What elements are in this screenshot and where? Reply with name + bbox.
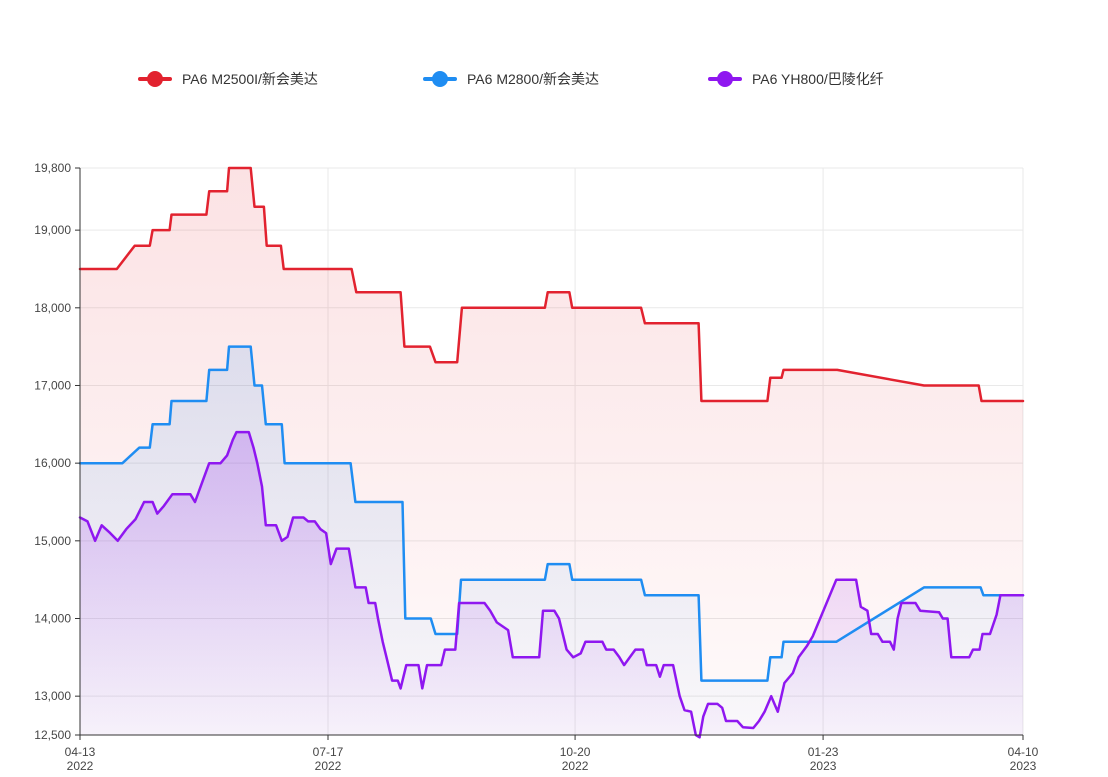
legend-item-pa6-m2800[interactable]: PA6 M2800/新会美达 [423, 70, 599, 88]
series-line-0[interactable] [78, 166, 1025, 403]
series-area-2 [80, 432, 1023, 738]
y-tick-label: 17,000 [34, 378, 71, 392]
y-tick-label: 12,500 [34, 728, 71, 742]
legend-item-label: PA6 M2800/新会美达 [467, 71, 600, 87]
y-tick-label: 16,000 [34, 456, 71, 470]
x-tick-label: 07-17 [313, 745, 344, 759]
x-tick-label: 04-10 [1008, 745, 1039, 759]
x-tick-label: 2023 [810, 759, 837, 773]
legend-item-label: PA6 M2500I/新会美达 [182, 71, 318, 87]
series-line-2[interactable] [78, 430, 1025, 739]
x-tick-label: 10-20 [560, 745, 591, 759]
x-tick-label: 2022 [315, 759, 342, 773]
legend-item-label: PA6 YH800/巴陵化纤 [752, 71, 884, 87]
x-tick-label: 04-13 [65, 745, 96, 759]
legend-item-pa6-yh800[interactable]: PA6 YH800/巴陵化纤 [708, 70, 884, 88]
y-tick-label: 14,000 [34, 611, 71, 625]
legend-marker-dot-icon [147, 71, 163, 87]
y-tick-label: 19,000 [34, 223, 71, 237]
x-tick-label: 2023 [1010, 759, 1037, 773]
series-line-1[interactable] [78, 345, 1025, 682]
legend: PA6 M2500I/新会美达 PA6 M2800/新会美达 PA6 YH800… [0, 0, 1108, 87]
y-tick-label: 15,000 [34, 534, 71, 548]
legend-marker-dot-icon [432, 71, 448, 87]
legend-marker-line-icon [708, 71, 742, 87]
y-tick-label: 18,000 [34, 301, 71, 315]
y-tick-label: 13,000 [34, 689, 71, 703]
y-tick-label: 19,800 [34, 161, 71, 175]
legend-marker-line-icon [423, 71, 457, 87]
x-tick-label: 2022 [562, 759, 589, 773]
x-tick-label: 2022 [67, 759, 94, 773]
legend-item-pa6-m2500i[interactable]: PA6 M2500I/新会美达 [138, 70, 318, 88]
legend-marker-dot-icon [717, 71, 733, 87]
x-tick-label: 01-23 [808, 745, 839, 759]
legend-marker-line-icon [138, 71, 172, 87]
